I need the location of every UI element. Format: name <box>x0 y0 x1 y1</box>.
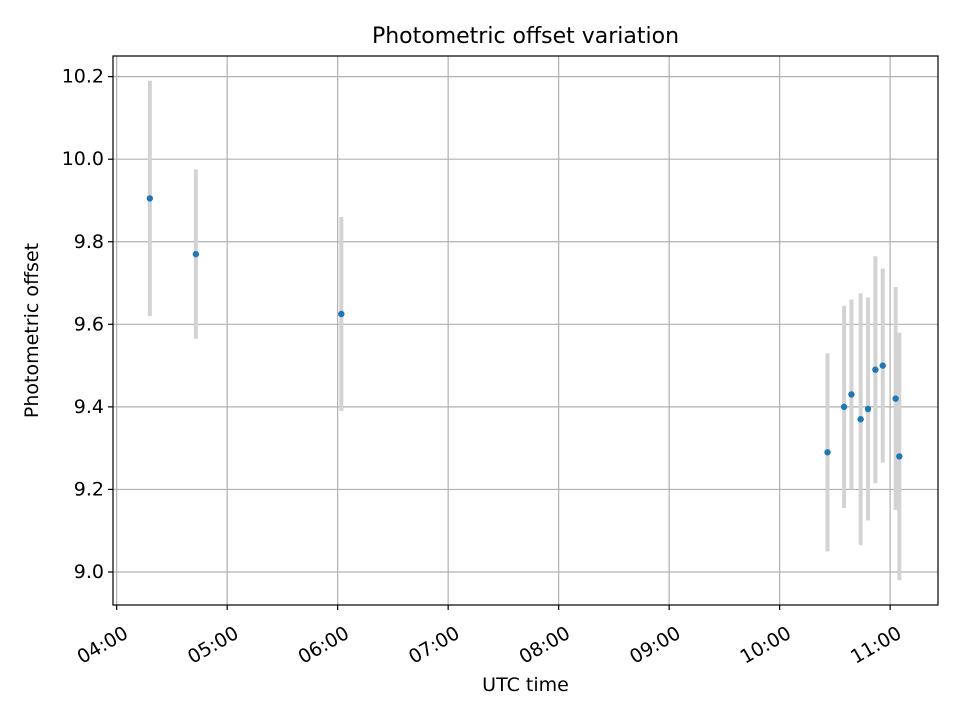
x-tick-label: 09:00 <box>626 622 684 668</box>
data-point <box>824 449 831 456</box>
y-axis-label: Photometric offset <box>21 243 43 418</box>
x-tick-label: 06:00 <box>295 622 353 668</box>
plot-frame <box>112 55 939 606</box>
data-point <box>848 391 855 398</box>
y-tick-label: 9.8 <box>74 231 104 253</box>
data-point <box>872 366 879 373</box>
data-point <box>192 250 200 258</box>
data-point <box>879 362 886 369</box>
x-tick-label: 07:00 <box>405 622 463 668</box>
data-point <box>857 416 864 423</box>
data-point <box>864 405 872 413</box>
y-tick-label: 9.0 <box>74 561 104 583</box>
y-tick-label: 10.0 <box>62 148 104 170</box>
y-tick-label: 9.6 <box>74 313 104 335</box>
grid-layer <box>113 56 938 605</box>
data-point <box>840 403 848 411</box>
y-tick-label: 9.2 <box>74 478 104 500</box>
data-point <box>892 395 899 402</box>
x-tick-label: 10:00 <box>736 622 794 668</box>
data-point <box>146 195 154 202</box>
y-tick-label: 10.2 <box>62 66 104 88</box>
data-point <box>338 310 345 318</box>
errorbar-layer <box>147 80 902 581</box>
y-tick-label: 9.4 <box>74 396 104 418</box>
chart-title: Photometric offset variation <box>372 24 679 49</box>
x-tick-label: 11:00 <box>847 622 905 668</box>
x-axis-label: UTC time <box>482 674 569 696</box>
tick-layer: 04:00 05:00 06:00 07:00 08:00 09:00 10:00 11:00… <box>62 66 906 669</box>
x-tick-label: 05:00 <box>184 622 242 668</box>
x-tick-label: 04:00 <box>74 622 132 668</box>
data-point <box>896 453 903 460</box>
x-tick-label: 08:00 <box>516 622 574 668</box>
point-layer <box>146 195 903 460</box>
